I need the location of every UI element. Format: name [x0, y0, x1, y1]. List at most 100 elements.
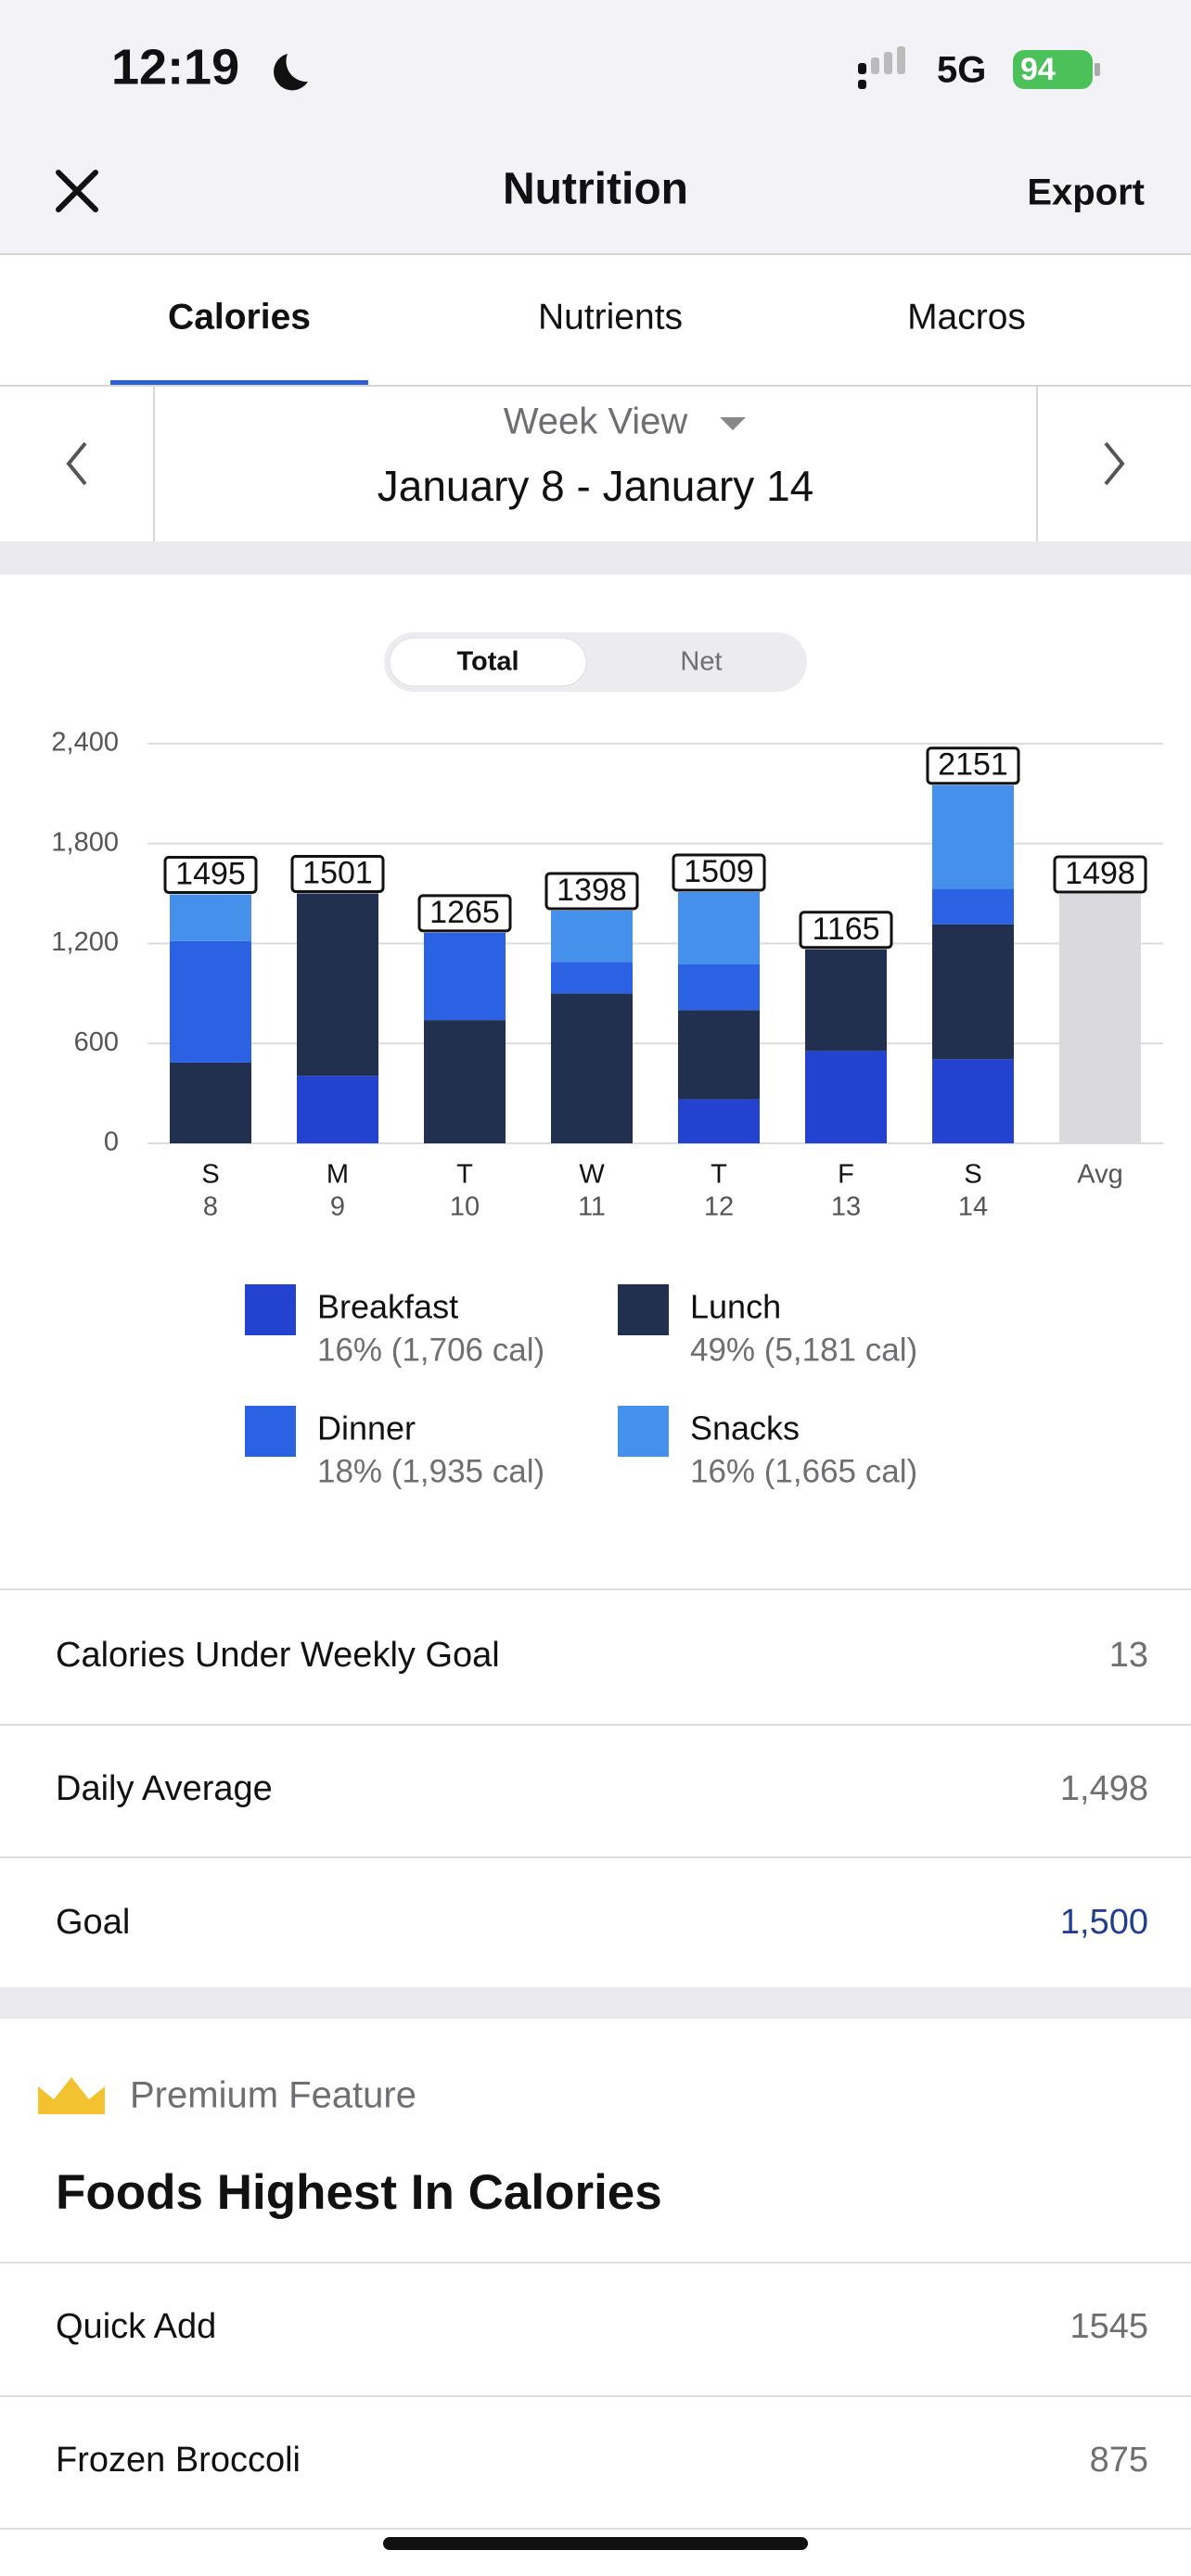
total-label: 1509 — [684, 854, 754, 889]
x-tick-label: S — [201, 1160, 219, 1190]
bar-segment — [805, 1051, 887, 1143]
battery-level: 94 — [1020, 52, 1056, 87]
x-tick-label: S — [964, 1160, 981, 1190]
legend-swatch — [245, 1406, 296, 1457]
summary-value: 13 — [1109, 1636, 1148, 1675]
tab[interactable]: Macros — [907, 297, 1026, 337]
total-label: 1265 — [429, 895, 500, 930]
total-label: 1495 — [175, 857, 246, 892]
section-title: Foods Highest In Calories — [56, 2165, 662, 2220]
bar-segment — [932, 1059, 1014, 1143]
date-range: January 8 - January 14 — [378, 462, 814, 510]
crown-icon — [38, 2077, 105, 2114]
toggle-option[interactable]: Net — [680, 647, 722, 677]
page-title: Nutrition — [503, 165, 688, 214]
legend-swatch — [618, 1284, 669, 1335]
bar-segment — [297, 893, 378, 1077]
next-button[interactable] — [1104, 441, 1125, 486]
legend-label: Snacks — [690, 1409, 800, 1447]
summary-value: 1,500 — [1060, 1903, 1148, 1942]
legend-detail: 18% (1,935 cal) — [317, 1453, 544, 1489]
x-tick-sublabel: 9 — [330, 1192, 345, 1222]
x-tick-label: T — [456, 1160, 473, 1190]
header-background — [0, 0, 1191, 254]
total-label: 1498 — [1065, 856, 1135, 891]
close-button[interactable] — [56, 170, 98, 212]
x-tick-label: M — [327, 1160, 349, 1190]
total-label-box — [672, 853, 766, 892]
average-bar — [1059, 893, 1141, 1143]
y-tick-label: 1,200 — [51, 927, 119, 957]
bar-segment — [678, 1099, 760, 1143]
section-gap — [0, 1987, 1191, 2019]
x-tick-label: W — [579, 1160, 605, 1190]
toggle-option[interactable]: Total — [456, 647, 519, 677]
tab[interactable]: Calories — [168, 297, 311, 337]
signal-icon — [858, 46, 905, 89]
x-tick-sublabel: 12 — [704, 1192, 734, 1222]
toggle-selected — [389, 637, 587, 687]
x-tick-sublabel: 13 — [831, 1192, 861, 1222]
chart: 06001,2001,8002,4001495S81501M91265T1013… — [51, 728, 1163, 1489]
legend-label: Dinner — [317, 1409, 416, 1447]
legend-swatch — [618, 1406, 669, 1457]
summary-label: Goal — [56, 1903, 130, 1942]
bar-segment — [424, 932, 506, 1021]
x-tick-sublabel: 10 — [450, 1192, 480, 1222]
bar-segment — [170, 1062, 251, 1143]
x-tick-label: F — [838, 1160, 854, 1190]
y-tick-label: 0 — [104, 1128, 119, 1157]
bar-segment — [170, 894, 251, 941]
battery-tip — [1095, 63, 1100, 76]
food-calories: 875 — [1090, 2441, 1148, 2480]
x-tick-sublabel: 8 — [203, 1192, 218, 1222]
x-tick-label: Avg — [1077, 1160, 1122, 1190]
x-tick-sublabel: 14 — [958, 1192, 988, 1222]
y-tick-label: 1,800 — [51, 827, 119, 857]
x-tick-label: T — [711, 1160, 727, 1190]
tab-indicator — [110, 380, 368, 386]
total-label-box — [926, 746, 1020, 785]
status-network: 5G — [937, 50, 986, 91]
bar-segment — [932, 924, 1014, 1060]
legend-detail: 16% (1,706 cal) — [317, 1332, 544, 1368]
bar-segment — [678, 1010, 760, 1100]
legend-swatch — [245, 1284, 296, 1335]
previous-button[interactable] — [66, 441, 87, 486]
total-label-box — [163, 856, 258, 895]
tab[interactable]: Nutrients — [538, 297, 683, 337]
food-calories: 1545 — [1069, 2307, 1148, 2346]
total-label-box — [1053, 855, 1147, 894]
bar-segment — [932, 784, 1014, 889]
status-time: 12:19 — [111, 39, 239, 95]
total-label-box — [290, 854, 385, 893]
legend-label: Breakfast — [317, 1288, 458, 1326]
total-label: 2151 — [938, 747, 1008, 783]
moon-icon — [274, 54, 308, 91]
premium-badge: Premium Feature — [130, 2075, 416, 2116]
bar-segment — [297, 1076, 378, 1143]
total-label-box — [544, 872, 639, 911]
food-name: Quick Add — [56, 2307, 216, 2346]
y-tick-label: 2,400 — [51, 728, 119, 758]
bar-segment — [678, 892, 760, 964]
summary-label: Daily Average — [56, 1769, 273, 1808]
food-name: Frozen Broccoli — [56, 2441, 301, 2480]
home-indicator — [383, 2537, 808, 2550]
bar-segment — [678, 963, 760, 1011]
x-tick-sublabel: 11 — [578, 1192, 606, 1222]
view-selector[interactable]: Week View — [504, 402, 688, 442]
dropdown-arrow — [720, 417, 746, 430]
section-gap — [0, 542, 1191, 575]
total-label-box — [799, 911, 893, 950]
summary-value: 1,498 — [1060, 1769, 1148, 1808]
bar-segment — [932, 888, 1014, 925]
export-button[interactable]: Export — [1027, 172, 1145, 213]
legend-detail: 16% (1,665 cal) — [690, 1453, 917, 1489]
y-tick-label: 600 — [74, 1027, 119, 1057]
total-label: 1501 — [302, 855, 373, 890]
legend-detail: 49% (5,181 cal) — [690, 1332, 917, 1368]
summary-label: Calories Under Weekly Goal — [56, 1636, 500, 1675]
bar-segment — [551, 910, 633, 963]
